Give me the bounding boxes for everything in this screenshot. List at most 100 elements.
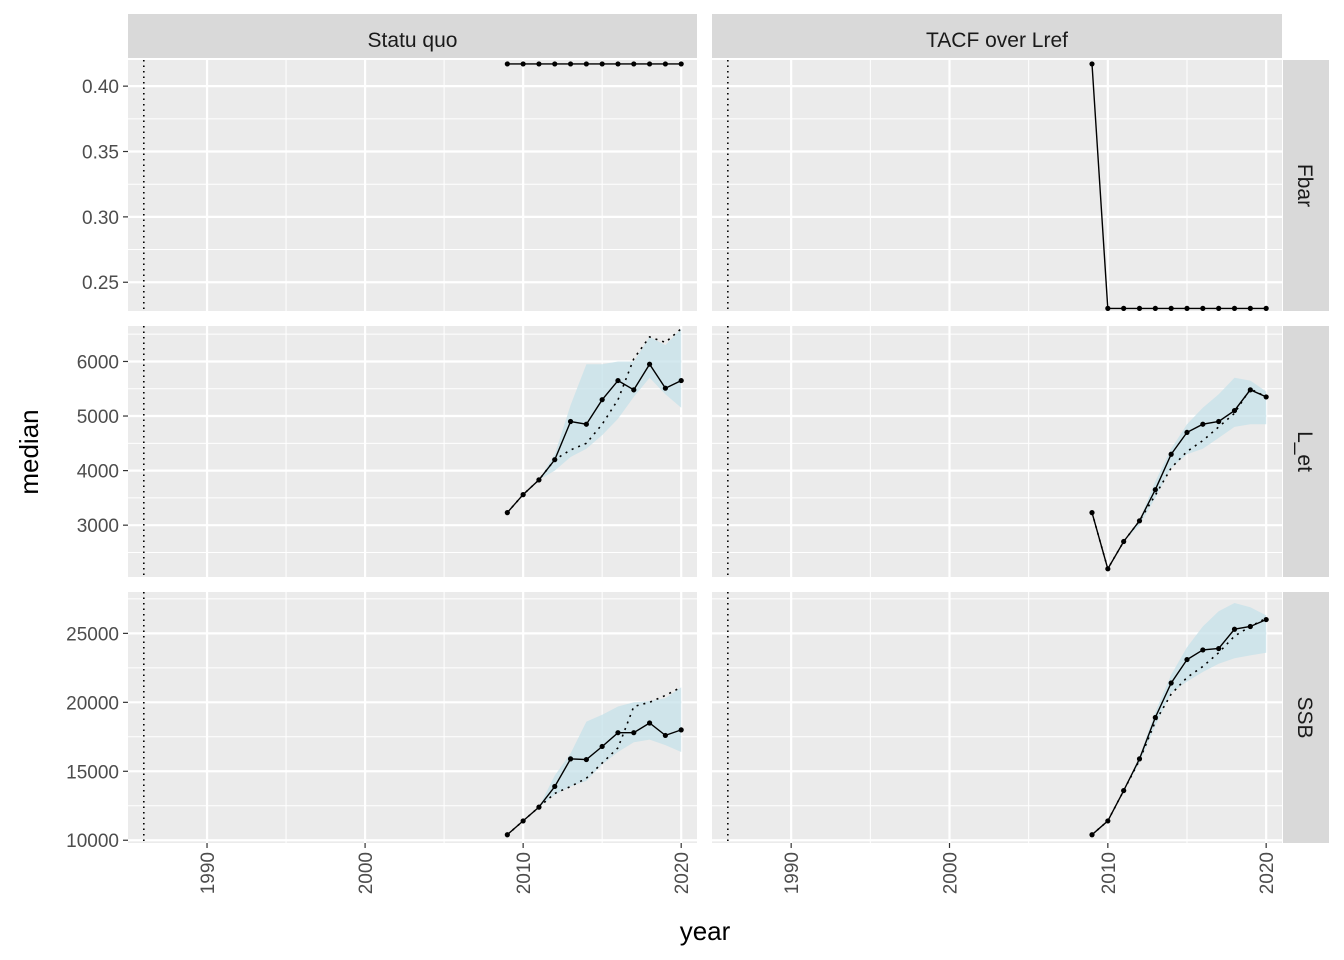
median-point — [678, 377, 684, 384]
median-series-line — [506, 362, 682, 514]
median-point — [615, 377, 621, 384]
row-strip-fbar — [1283, 60, 1329, 311]
median-point — [1216, 645, 1222, 652]
column-strip-label-tacf-over-lref: TACF over Lref — [926, 29, 1068, 52]
median-point — [583, 421, 589, 427]
y-tick-label: 5000 — [77, 407, 119, 428]
median-point — [662, 385, 668, 391]
median-point — [1231, 407, 1238, 414]
panel-fbar-tacf-over-lref — [712, 60, 1282, 311]
strips-layer: Statu quo TACF over Lref Fbar L_et SSB — [128, 14, 1329, 843]
dotted-series-line — [506, 328, 682, 514]
median-point — [1184, 305, 1190, 311]
median-point — [583, 61, 589, 67]
row-strip-ssb — [1283, 592, 1329, 843]
median-point — [1152, 714, 1158, 721]
median-point — [646, 720, 653, 726]
median-point — [599, 397, 605, 403]
x-tick-label: 2000 — [941, 852, 962, 894]
median-point — [1105, 566, 1111, 572]
y-tick-label: 25000 — [66, 624, 119, 645]
panel-background — [128, 60, 697, 311]
median-point — [552, 783, 558, 790]
median-point — [1247, 305, 1253, 311]
uncertainty-ribbon — [1092, 603, 1267, 835]
median-point — [520, 818, 526, 824]
x-tick-label: 1990 — [782, 852, 803, 894]
panel-ssb-statu-quo — [128, 592, 697, 843]
median-point — [504, 510, 510, 516]
median-point — [1184, 429, 1190, 436]
median-point — [1247, 387, 1253, 393]
median-point — [1136, 305, 1143, 311]
median-point — [646, 61, 653, 67]
median-point — [536, 477, 542, 483]
median-point — [1184, 656, 1190, 663]
median-point — [631, 387, 637, 393]
median-point — [662, 732, 668, 739]
median-point — [599, 743, 605, 750]
median-series-line — [1091, 618, 1267, 836]
median-point — [599, 61, 605, 67]
panel-background — [712, 60, 1282, 311]
median-point — [1263, 305, 1269, 311]
median-point — [1200, 647, 1206, 653]
y-axis-title: median — [14, 409, 44, 494]
median-point — [552, 457, 558, 463]
median-series-line — [1091, 63, 1267, 310]
median-point — [1216, 305, 1222, 311]
median-point — [1121, 305, 1127, 311]
median-point — [1200, 421, 1206, 427]
y-tick-label: 4000 — [77, 462, 119, 483]
median-point — [1168, 305, 1174, 311]
y-tick-label: 0.30 — [82, 208, 119, 229]
median-point — [567, 418, 574, 425]
row-strip-label-l-et: L_et — [1293, 431, 1316, 472]
median-point — [1168, 451, 1174, 457]
median-point — [1089, 832, 1095, 838]
median-series-line — [1091, 388, 1267, 571]
median-point — [1136, 756, 1143, 762]
median-point — [536, 804, 542, 810]
median-point — [1152, 305, 1158, 311]
panel-ssb-tacf-over-lref — [712, 592, 1282, 843]
median-point — [1263, 394, 1269, 400]
y-tick-label: 0.25 — [82, 273, 119, 294]
median-point — [1121, 787, 1127, 794]
median-point — [1200, 305, 1206, 311]
median-point — [1168, 680, 1174, 686]
median-point — [615, 61, 621, 67]
median-point — [1105, 818, 1111, 824]
median-point — [520, 61, 526, 67]
x-axis-title: year — [680, 916, 731, 946]
median-point — [567, 61, 574, 67]
median-point — [1089, 510, 1095, 516]
uncertainty-ribbon — [1092, 377, 1267, 569]
y-tick-label: 0.40 — [82, 77, 119, 98]
x-tick-label: 2000 — [356, 852, 377, 894]
median-point — [1231, 305, 1238, 311]
median-point — [1152, 487, 1158, 493]
median-point — [631, 730, 637, 736]
row-strip-label-fbar: Fbar — [1293, 164, 1316, 207]
x-tick-label: 2010 — [514, 852, 535, 894]
uncertainty-ribbon — [507, 328, 682, 513]
panel-background — [712, 326, 1282, 577]
median-point — [1263, 616, 1269, 623]
median-point — [678, 61, 684, 67]
median-point — [631, 61, 637, 67]
median-point — [504, 61, 510, 67]
median-point — [1105, 305, 1111, 311]
x-tick-label: 2020 — [1257, 852, 1278, 894]
median-point — [678, 727, 684, 733]
median-point — [1121, 538, 1127, 545]
median-point — [646, 361, 653, 367]
x-tick-label: 1990 — [198, 852, 219, 894]
panel-fbar-statu-quo — [128, 60, 697, 311]
median-point — [504, 832, 510, 838]
median-point — [583, 756, 589, 763]
median-point — [536, 61, 542, 67]
y-tick-label: 15000 — [66, 762, 119, 783]
column-strip-tacf-over-lref — [712, 14, 1282, 58]
